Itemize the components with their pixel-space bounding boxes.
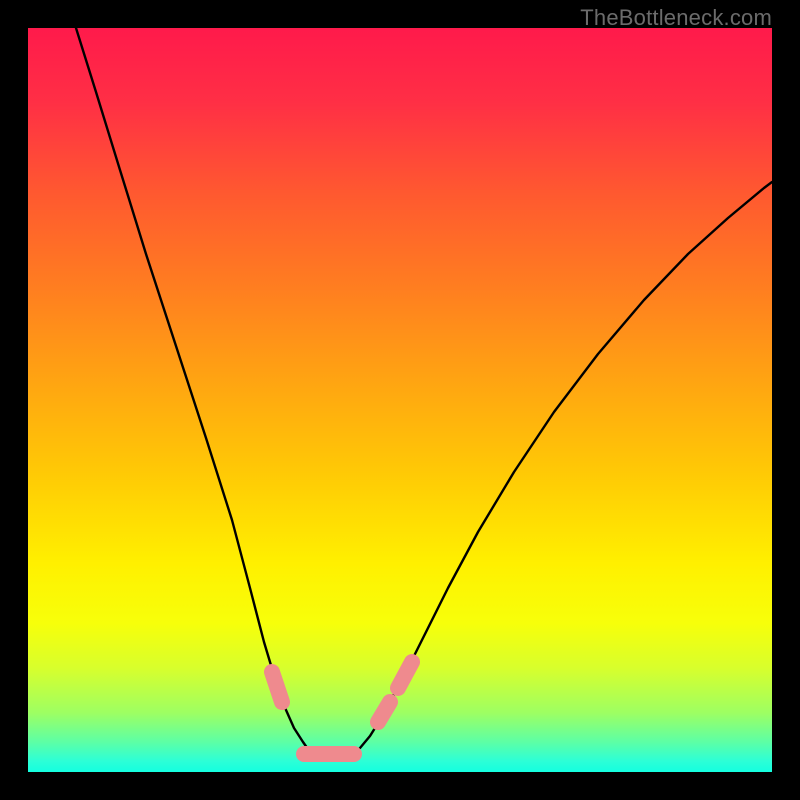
curve-layer xyxy=(28,28,772,772)
pink-segment-0 xyxy=(272,672,282,702)
pink-segment-2 xyxy=(378,702,390,722)
main-curve xyxy=(76,28,772,759)
plot-area xyxy=(28,28,772,772)
chart-canvas: TheBottleneck.com xyxy=(0,0,800,800)
pink-highlight-group xyxy=(272,662,412,754)
watermark-text: TheBottleneck.com xyxy=(580,5,772,31)
pink-segment-3 xyxy=(398,662,412,688)
